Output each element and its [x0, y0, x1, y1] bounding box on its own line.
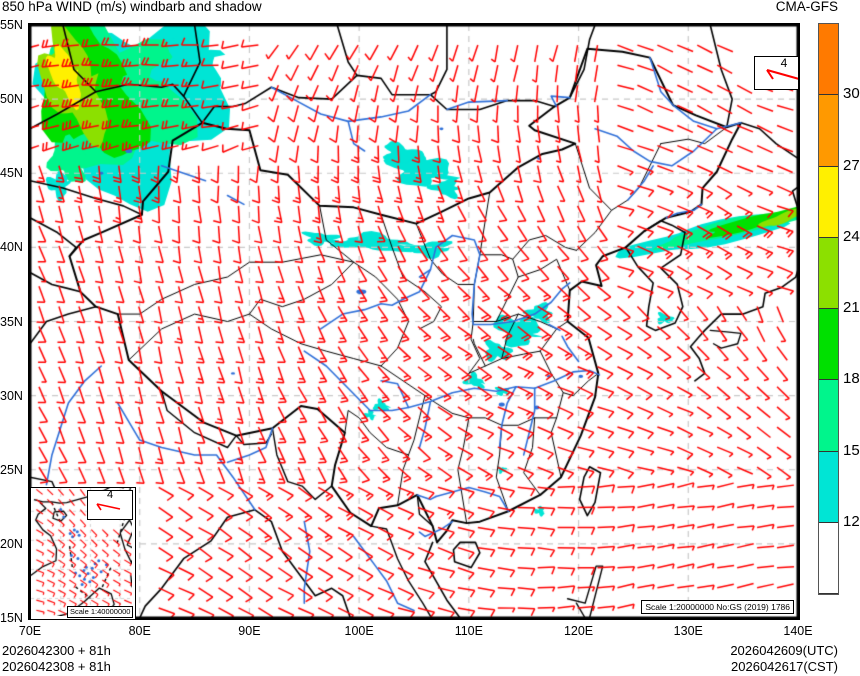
windbarb-legend-icon [766, 69, 798, 80]
colorbar-segment-0 [819, 451, 838, 523]
inset-windbarb-legend-value: 4 [106, 489, 114, 501]
colorbar-tick-27: 27 [843, 156, 860, 174]
inset-scale-note: Scale 1:40000000 [67, 606, 134, 618]
windbarb-legend: 4 [754, 56, 798, 90]
colorbar-segment-3 [819, 237, 838, 309]
inset-windbarb-legend: 4 [87, 489, 133, 520]
lat-tick-20N: 20N [0, 536, 23, 551]
lat-tick-25N: 25N [0, 462, 23, 477]
colorbar-segment-2 [819, 309, 838, 381]
valid-time-cst: 2026042617(CST) [731, 659, 838, 674]
lat-tick-55N: 55N [0, 18, 23, 32]
model-label: CMA-GFS [775, 0, 838, 14]
lon-tick-100E: 100E [344, 624, 374, 638]
lon-tick-140E: 140E [783, 624, 813, 638]
colorbar-tick-24: 24 [843, 227, 860, 245]
map-panel[interactable]: 4 Scale 1:20000000 No:GS (2019) 1786 [28, 23, 800, 620]
lon-tick-90E: 90E [238, 624, 261, 638]
colorbar-tick-15: 15 [843, 441, 860, 459]
wind-map-canvas [30, 25, 798, 618]
colorbar-segment-1 [819, 380, 838, 452]
lat-tick-30N: 30N [0, 388, 23, 403]
lon-tick-120E: 120E [563, 624, 594, 638]
inset-windbarb-legend-icon [96, 503, 121, 511]
lat-tick-35N: 35N [0, 314, 23, 329]
lon-tick-70E: 70E [18, 624, 42, 638]
lon-tick-130E: 130E [673, 624, 703, 638]
colorbar-segment-5 [819, 95, 838, 167]
init-time-cst: 2026042308 + 81h [2, 659, 111, 674]
colorbar-segment-4 [819, 166, 838, 238]
lat-tick-45N: 45N [0, 166, 23, 181]
windbarb-legend-value: 4 [780, 56, 788, 70]
colorbar-segment-below [819, 522, 838, 594]
colorbar-tick-30: 30 [843, 85, 860, 103]
page-title: 850 hPa WIND (m/s) windbarb and shadow [2, 0, 262, 14]
lat-tick-15N: 15N [0, 611, 23, 625]
lon-tick-110E: 110E [454, 624, 483, 638]
valid-time-utc: 2026042609(UTC) [730, 643, 838, 658]
lon-tick-80E: 80E [128, 624, 151, 638]
south-china-sea-inset[interactable]: 4 Scale 1:40000000 [30, 487, 136, 620]
lat-tick-40N: 40N [0, 240, 23, 255]
colorbar[interactable] [818, 23, 839, 595]
init-time-utc: 2026042300 + 81h [2, 643, 111, 658]
lat-tick-50N: 50N [0, 92, 23, 107]
colorbar-tick-21: 21 [843, 299, 860, 316]
colorbar-tick-12: 12 [843, 512, 860, 530]
map-scale-note: Scale 1:20000000 No:GS (2019) 1786 [641, 600, 794, 614]
colorbar-tick-18: 18 [843, 370, 860, 388]
colorbar-segment-6 [819, 24, 838, 96]
